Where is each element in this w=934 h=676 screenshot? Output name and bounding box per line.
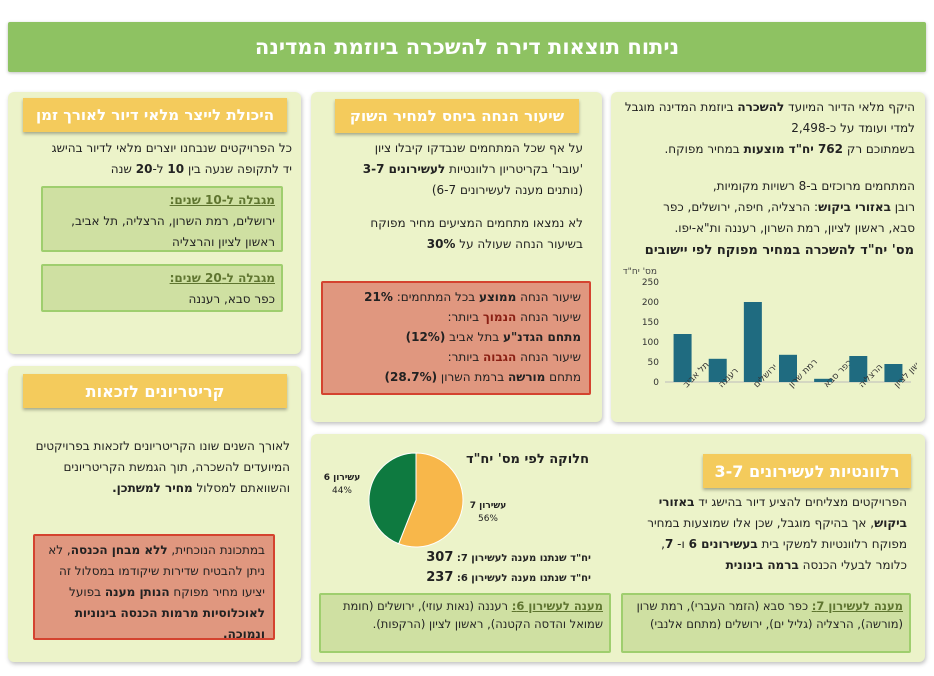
- eligibility-title: קריטריונים לזכאות: [23, 374, 287, 408]
- decile-6-box: מענה לעשירון 6: רעננה (נאות עוזי), ירושל…: [319, 593, 611, 653]
- pie-label-7: עשירון 7 56%: [463, 500, 513, 526]
- relevance-text: הפרויקטים מצליחים להציע דיור בהישג יד בא…: [647, 495, 907, 572]
- pie-chart: [368, 452, 464, 548]
- pie-slice: [398, 452, 464, 548]
- bar: [814, 378, 833, 382]
- discount-title: שיעור הנחה ביחס למחיר השוק: [335, 99, 579, 133]
- y-tick-label: 0: [653, 378, 659, 388]
- limit-10-title: מגבלה ל-10 שנים:: [169, 193, 275, 207]
- discount-stats-box: שיעור הנחה ממוצע בכל המתחמים: 21% שיעור …: [321, 281, 591, 395]
- relevance-title: רלוונטיות לעשירונים 3-7: [703, 454, 911, 488]
- bar: [779, 354, 797, 382]
- discount-text-1: על אף שכל המתחמים שנבדקו קיבלו ציון 'עוב…: [362, 141, 583, 197]
- bar: [884, 364, 903, 382]
- y-axis-label: מס' יח"ד: [623, 267, 657, 277]
- relevance-panel: רלוונטיות לעשירונים 3-7 הפרויקטים מצליחי…: [311, 434, 925, 662]
- y-tick-label: 200: [642, 298, 659, 308]
- limit-20-text: כפר סבא, רעננה: [188, 292, 275, 306]
- count-6-row: יח"ד שנתנו מענה לעשירון 6: 237: [426, 570, 591, 585]
- eligibility-warning-box: במתכונת הנוכחית, ללא מבחן הכנסה, לא ניתן…: [33, 534, 275, 641]
- chart-title: מס' יח"ד להשכרה במחיר מפוקח לפי יישובים: [644, 243, 914, 258]
- y-tick-label: 100: [642, 338, 659, 348]
- count-7-row: יח"ד שנתנו מענה לעשירון 7: 307: [426, 550, 591, 565]
- pie-slice: [368, 452, 417, 545]
- bar: [708, 358, 727, 382]
- eligibility-panel: קריטריונים לזכאות לאורך השנים שונו הקריט…: [8, 366, 301, 662]
- overview-panel: היקף מלאי הדיור המיועד להשכרה ביוזמת המד…: [611, 92, 925, 422]
- y-tick-label: 50: [648, 358, 660, 368]
- pie-label-6: עשירון 6 44%: [317, 472, 367, 498]
- discount-panel: שיעור הנחה ביחס למחיר השוק על אף שכל המת…: [311, 92, 602, 422]
- bar: [673, 334, 692, 382]
- inventory-panel: היכולת לייצר מלאי דיור לאורך זמן כל הפרו…: [8, 92, 301, 354]
- y-tick-label: 250: [642, 278, 659, 288]
- overview-text-2: המתחמים מרוכזים ב-8 רשויות מקומיות, רובן…: [663, 179, 915, 235]
- y-tick-label: 150: [642, 318, 659, 328]
- eligibility-text: לאורך השנים שונו הקריטריונים לזכאות בפרו…: [35, 439, 290, 495]
- page-title: ניתוח תוצאות דירה להשכרה ביוזמת המדינה: [8, 22, 926, 72]
- limit-10-text: ירושלים, רמת השרון, הרצליה, תל אביב, ראש…: [71, 214, 275, 249]
- inventory-text: כל הפרויקטים שנבחנו יוצרים מלאי לדיור בה…: [51, 141, 292, 176]
- pie-pct-7: 56%: [477, 514, 498, 524]
- inventory-title: היכולת לייצר מלאי דיור לאורך זמן: [23, 98, 287, 132]
- limit-20-years-box: מגבלה ל-20 שנים: כפר סבא, רעננה: [41, 264, 283, 312]
- bar: [743, 302, 762, 382]
- bar: [849, 356, 868, 382]
- count-7-value: 307: [426, 550, 454, 565]
- discount-text-2: לא נמצאו מתחמים המציעים מחיר מפוקח בשיעו…: [370, 216, 583, 251]
- decile-7-box: מענה לעשירון 7: כפר סבא (הזמר העברי), רמ…: [621, 593, 911, 653]
- limit-10-years-box: מגבלה ל-10 שנים: ירושלים, רמת השרון, הרצ…: [41, 186, 283, 252]
- limit-20-title: מגבלה ל-20 שנים:: [169, 271, 275, 285]
- pie-title: חלוקה לפי מס' יח"ד: [466, 452, 589, 467]
- count-6-value: 237: [426, 570, 454, 585]
- overview-text-1: היקף מלאי הדיור המיועד להשכרה ביוזמת המד…: [624, 100, 915, 156]
- pie-pct-6: 44%: [331, 486, 352, 496]
